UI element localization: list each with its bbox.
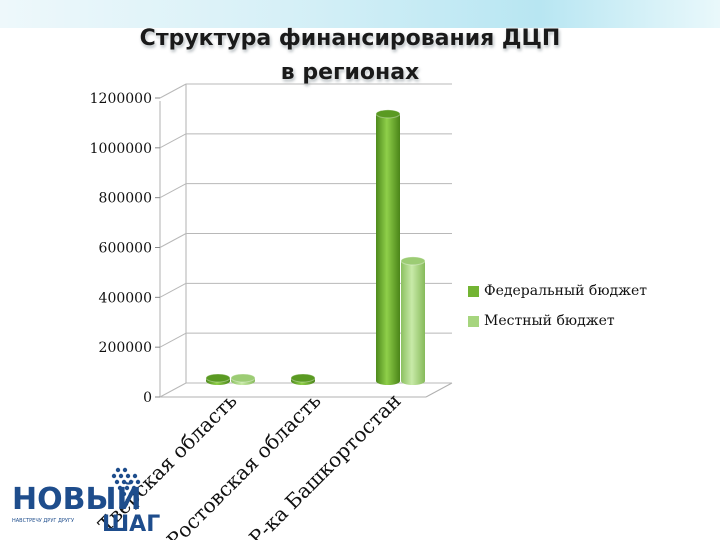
legend-item-local: Местный бюджет [468,306,647,336]
y-tick-label: 600000 [99,241,152,257]
y-tick-label: 400000 [99,290,152,306]
bar-local-2 [400,256,426,385]
logo-text-novyi: НОВЫЙ [12,482,142,517]
top-decor-band [0,0,720,28]
bar-local-0 [230,373,256,385]
bars-layer [205,109,426,385]
bar-federal-0 [205,373,231,385]
y-tick-label: 0 [143,390,152,406]
chart-title: Структура финансирования ДЦП в регионах [139,26,561,85]
legend-item-federal: Федеральный бюджет [468,276,647,306]
y-tick-label: 1000000 [90,141,152,157]
legend-label-local: Местный бюджет [484,313,615,329]
y-tick-label: 1200000 [90,91,152,107]
legend-label-federal: Федеральный бюджет [484,283,648,299]
y-tick-label: 800000 [99,191,152,207]
logo-dots-icon [111,467,141,497]
legend-swatch-local [468,315,479,327]
bar-federal-1 [290,373,316,385]
logo-text-shag: ШАГ [102,512,161,537]
y-tick-label: 200000 [99,340,152,356]
bar-federal-2 [375,109,401,385]
novyi-shag-logo: НОВЫЙ НАВСТРЕЧУ ДРУГ ДРУГУ ШАГ [8,467,161,537]
legend: Федеральный бюджет Местный бюджет [468,276,647,336]
logo-tagline: НАВСТРЕЧУ ДРУГ ДРУГУ [12,518,75,524]
y-axis-ticks: 0 200000 400000 600000 800000 1000000 1200000 [90,91,152,406]
x-tick-label: Р-ка Башкортостан [244,389,405,540]
x-tick-label: Ростовская область [162,388,326,540]
legend-swatch-federal [468,285,479,297]
